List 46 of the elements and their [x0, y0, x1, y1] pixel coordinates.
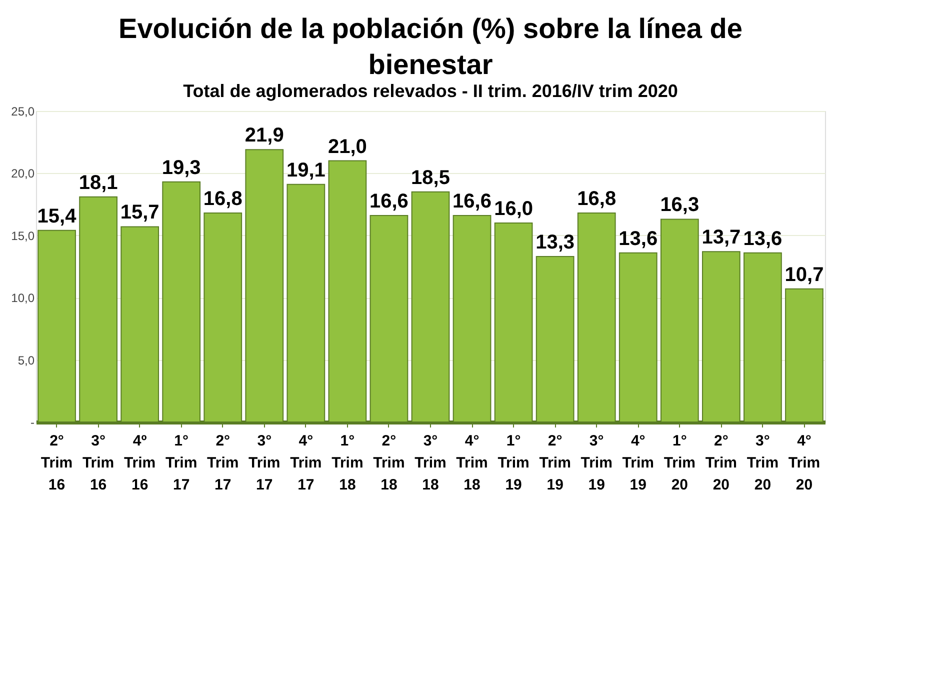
- data-label: 13,6: [618, 228, 658, 250]
- x-tick-label: 4° Trim 17: [290, 432, 322, 494]
- y-tick-label: 5,0: [18, 353, 35, 368]
- x-tick-label: 4° Trim 19: [622, 432, 654, 494]
- y-tick-label: 10,0: [11, 291, 35, 306]
- y-tick-label: 25,0: [11, 104, 35, 118]
- x-tick-label: 3° Trim 20: [746, 432, 779, 494]
- data-label: 18,5: [411, 166, 450, 189]
- x-tick-label: 1° Trim 20: [664, 432, 696, 494]
- y-tick-label: 20,0: [11, 166, 35, 181]
- data-label: 16,3: [660, 194, 700, 216]
- x-tick-label: 2° Trim 20: [705, 432, 738, 494]
- x-tick-label: 4° Trim 18: [456, 432, 488, 494]
- data-label: 16,6: [370, 190, 408, 212]
- x-tick-label: 2° Trim 17: [207, 432, 239, 494]
- data-label: 15,7: [120, 202, 160, 224]
- data-label: 13,3: [536, 232, 575, 254]
- x-tick-label: 3° Trim 19: [580, 432, 612, 494]
- data-label: 21,0: [328, 136, 367, 158]
- data-label: 10,7: [784, 264, 824, 286]
- data-label: 21,9: [244, 124, 284, 147]
- x-tick-label: 4º Trim 16: [124, 432, 156, 494]
- data-label: 16,8: [203, 188, 242, 210]
- x-tick-label: 2° Trim 16: [40, 432, 73, 494]
- x-tick-label: 4° Trim 20: [788, 432, 820, 494]
- x-tick-label: 1° Trim 19: [498, 432, 530, 494]
- data-label: 19,1: [286, 159, 326, 182]
- chart-subtitle: Total de aglomerados relevados - II trim. 2016/IV trim 2020: [183, 81, 678, 101]
- data-label: 16,8: [577, 188, 616, 210]
- chart-title: Evolución de la población (%) sobre la línea de bienestar: [118, 13, 742, 80]
- data-label: 19,3: [162, 156, 201, 179]
- y-tick-label: 15,0: [11, 228, 35, 243]
- x-tick-label: 2° Trim 18: [373, 432, 405, 494]
- data-label: 13,7: [702, 226, 741, 249]
- data-label: 16,0: [494, 198, 534, 220]
- y-tick-label: -: [30, 416, 34, 430]
- data-label: 15,4: [37, 205, 78, 228]
- x-tick-label: 2° Trim 19: [539, 432, 571, 494]
- x-tick-label: 1° Trim 18: [332, 432, 364, 494]
- data-label: 13,6: [743, 228, 782, 250]
- x-tick-label: 3° Trim 17: [248, 432, 280, 494]
- x-tick-label: 1° Trim 17: [166, 432, 198, 494]
- x-tick-label: 3° Trim 16: [82, 432, 114, 494]
- data-label: 16,6: [452, 190, 492, 212]
- x-tick-label: 3° Trim 18: [414, 432, 446, 494]
- data-label: 18,1: [78, 172, 118, 194]
